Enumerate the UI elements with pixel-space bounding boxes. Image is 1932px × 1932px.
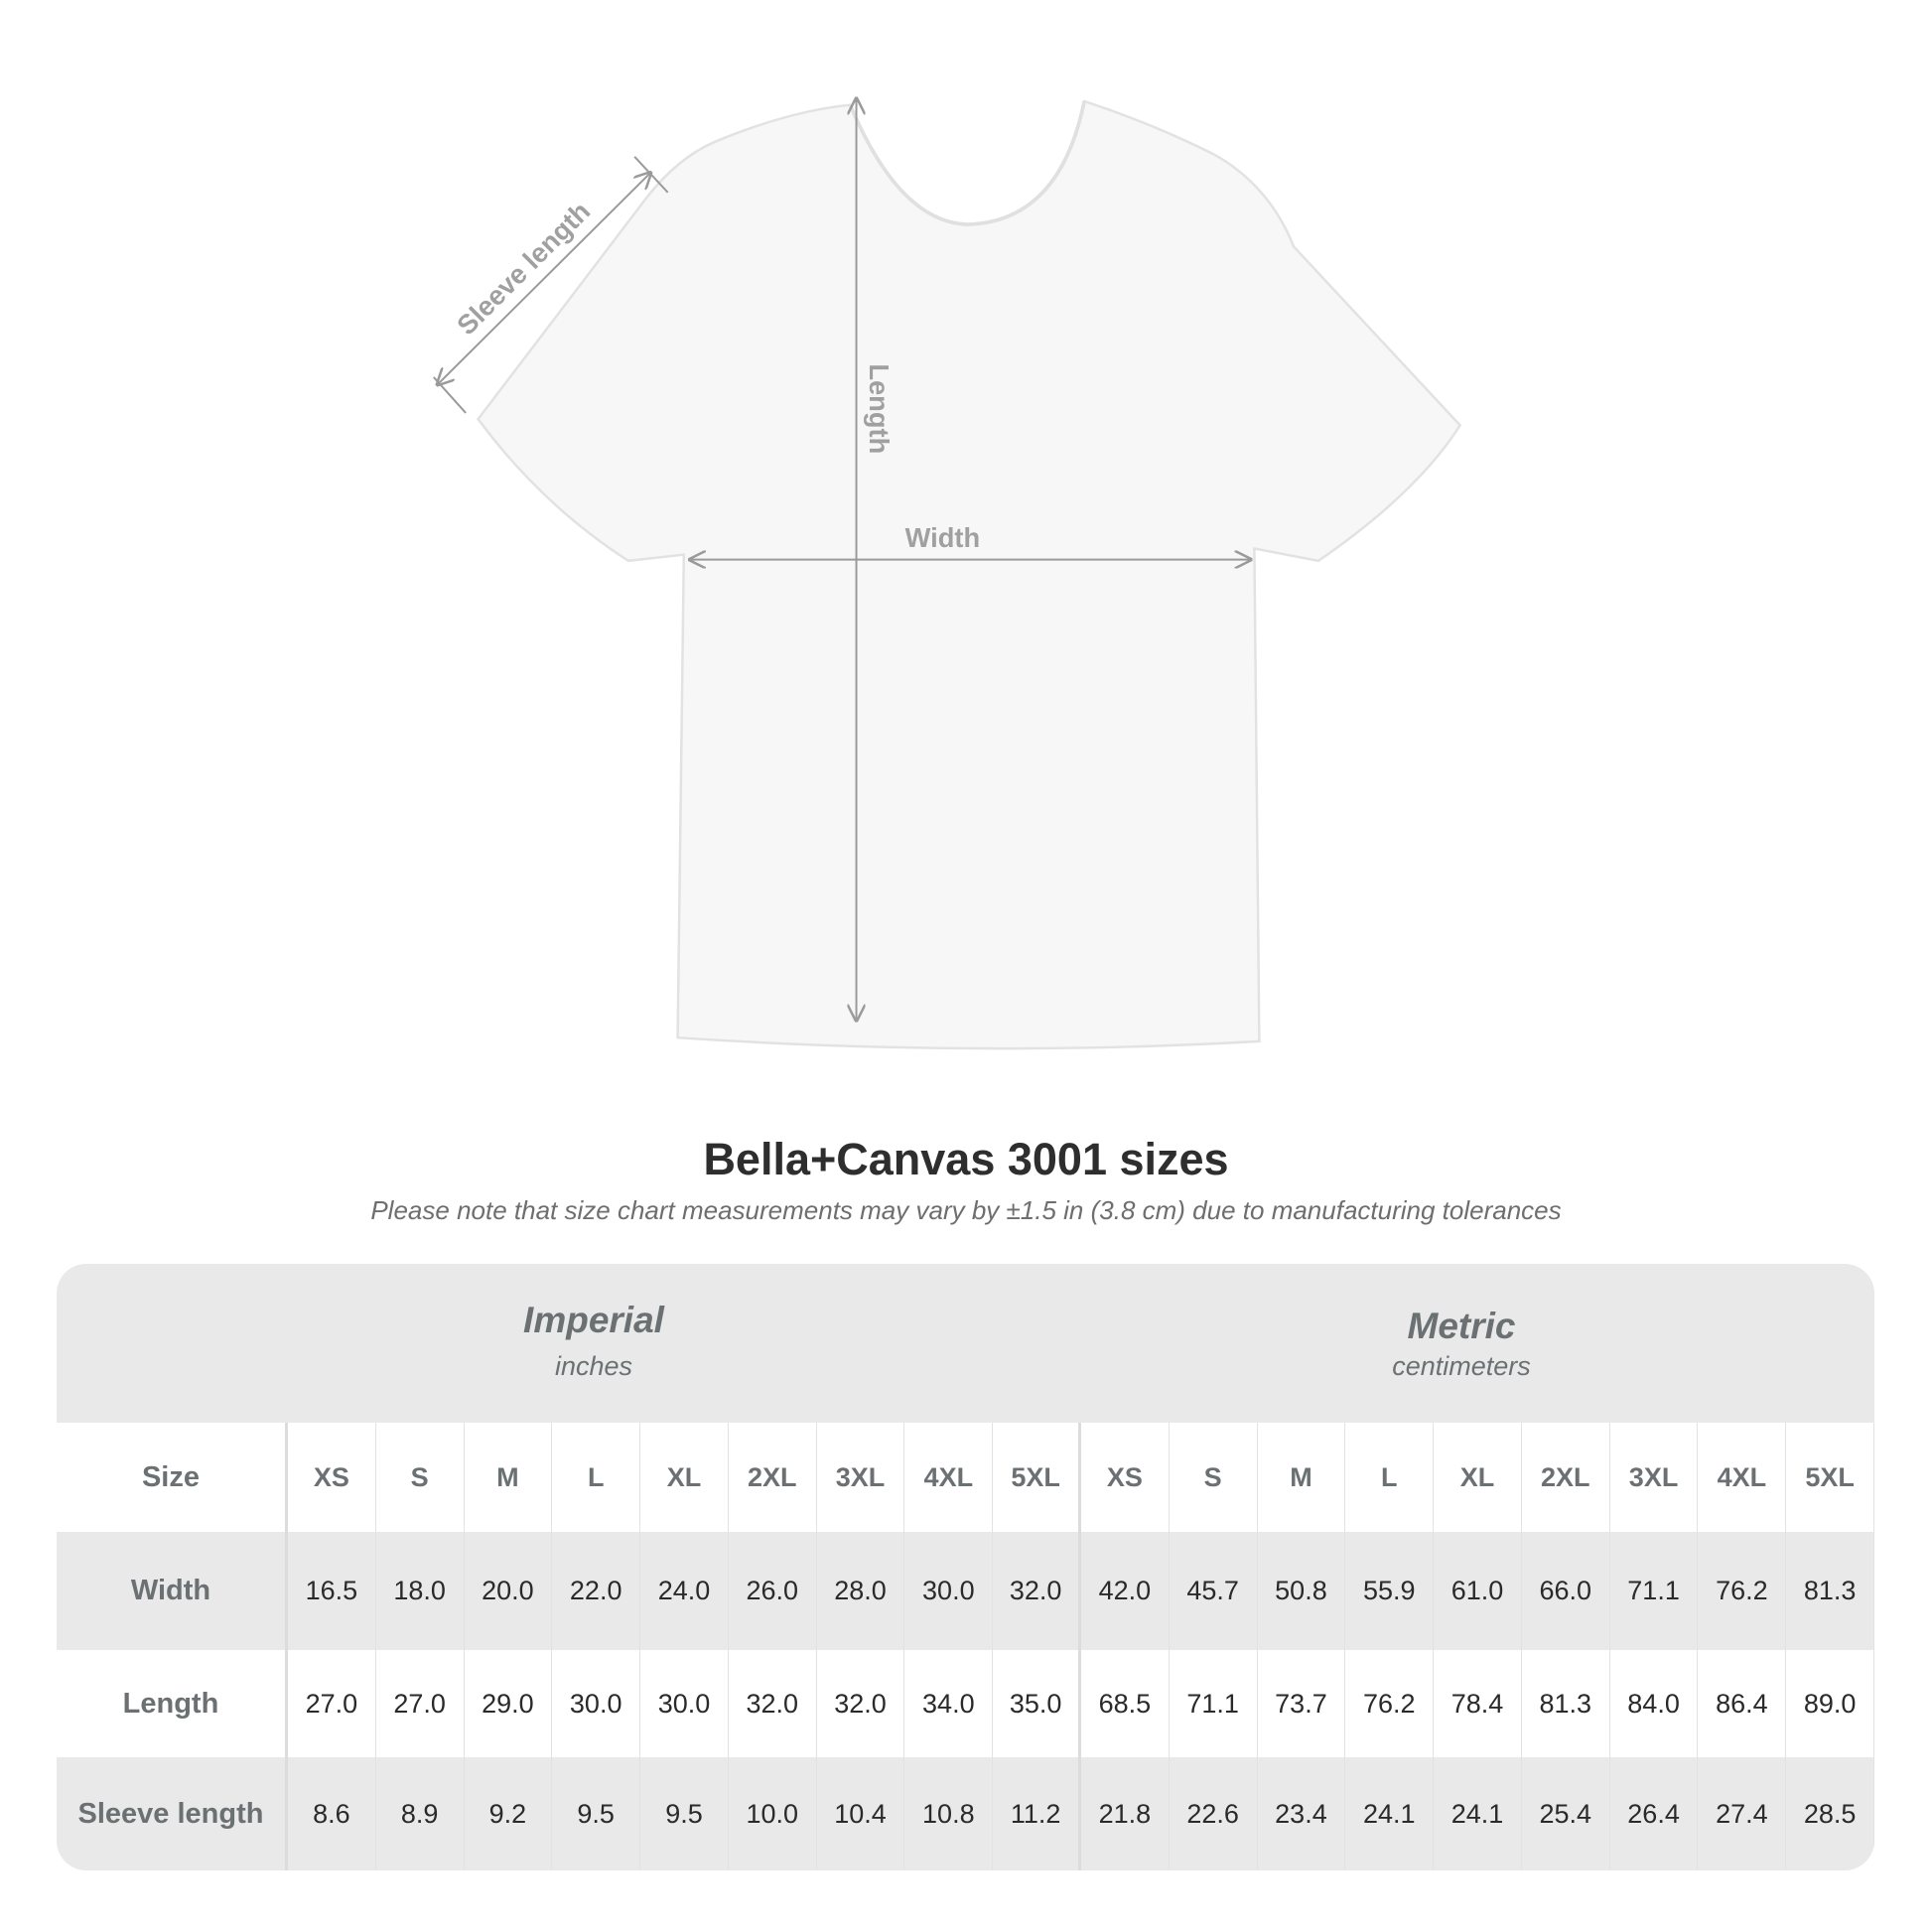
size-header-cell: L [552, 1423, 641, 1532]
table-cell: 35.0 [993, 1650, 1081, 1757]
size-header-cell: 5XL [993, 1423, 1081, 1532]
table-cell: 27.0 [376, 1650, 465, 1757]
size-header-cell: 4XL [904, 1423, 994, 1532]
table-cell: 22.0 [552, 1532, 641, 1650]
table-cell: 24.1 [1434, 1757, 1522, 1870]
sleeve-arrow [438, 173, 651, 384]
table-cell: 30.0 [904, 1532, 994, 1650]
table-cell: 76.2 [1698, 1532, 1787, 1650]
table-cell: 29.0 [465, 1650, 553, 1757]
size-row: Size XS S M L XL 2XL 3XL 4XL 5XL XS S M L XL 2XL 3XL 4XL… [57, 1423, 1874, 1532]
table-cell: 11.2 [993, 1757, 1081, 1870]
sleeve-length-row: Sleeve length 8.6 8.9 9.2 9.5 9.5 10.0 10.4 10.8… [57, 1757, 1874, 1870]
table-cell: 20.0 [465, 1532, 553, 1650]
table-cell: 55.9 [1345, 1532, 1435, 1650]
length-label: Length [864, 363, 895, 454]
table-cell: 73.7 [1258, 1650, 1346, 1757]
table-cell: 81.3 [1786, 1532, 1874, 1650]
table-cell: 30.0 [640, 1650, 729, 1757]
table-cell: 32.0 [817, 1650, 905, 1757]
table-cell: 86.4 [1698, 1650, 1787, 1757]
size-header-cell: 3XL [1610, 1423, 1699, 1532]
size-header-cell: S [376, 1423, 465, 1532]
size-table: Imperial inches Metric centimeters Size … [57, 1264, 1874, 1870]
width-label: Width [905, 522, 981, 553]
table-cell: 10.8 [904, 1757, 994, 1870]
size-label: Size [57, 1423, 288, 1532]
size-header-cell: XL [1434, 1423, 1522, 1532]
table-cell: 30.0 [552, 1650, 641, 1757]
table-cell: 71.1 [1610, 1532, 1699, 1650]
size-header-cell: 4XL [1698, 1423, 1787, 1532]
size-header-cell: XL [640, 1423, 729, 1532]
table-cell: 8.6 [288, 1757, 376, 1870]
table-cell: 23.4 [1258, 1757, 1346, 1870]
row-label: Length [57, 1650, 288, 1757]
table-cell: 10.4 [817, 1757, 905, 1870]
size-header-cell: M [1258, 1423, 1346, 1532]
size-header-cell: 2XL [729, 1423, 817, 1532]
table-cell: 9.2 [465, 1757, 553, 1870]
table-cell: 27.4 [1698, 1757, 1787, 1870]
size-header-cell: XS [288, 1423, 376, 1532]
table-cell: 81.3 [1522, 1650, 1610, 1757]
table-cell: 76.2 [1345, 1650, 1435, 1757]
table-cell: 71.1 [1170, 1650, 1258, 1757]
table-cell: 84.0 [1610, 1650, 1699, 1757]
table-cell: 9.5 [640, 1757, 729, 1870]
table-cell: 9.5 [552, 1757, 641, 1870]
size-header-cell: L [1345, 1423, 1435, 1532]
table-cell: 32.0 [729, 1650, 817, 1757]
table-cell: 68.5 [1081, 1650, 1170, 1757]
table-cell: 26.4 [1610, 1757, 1699, 1870]
imperial-unit: inches [554, 1351, 633, 1381]
table-cell: 89.0 [1786, 1650, 1874, 1757]
table-cell: 22.6 [1170, 1757, 1258, 1870]
tshirt-diagram: Sleeve length Length Width [433, 0, 1462, 1050]
tolerance-note: Please note that size chart measurements… [370, 1195, 1562, 1225]
table-cell: 24.0 [640, 1532, 729, 1650]
table-cell: 26.0 [729, 1532, 817, 1650]
table-cell: 28.5 [1786, 1757, 1874, 1870]
table-cell: 24.1 [1345, 1757, 1435, 1870]
table-cell: 10.0 [729, 1757, 817, 1870]
size-header-cell: 3XL [817, 1423, 905, 1532]
metric-title: Metric [1407, 1306, 1516, 1346]
table-cell: 8.9 [376, 1757, 465, 1870]
table-cell: 32.0 [993, 1532, 1081, 1650]
metric-header: Metric centimeters [1213, 1306, 1710, 1382]
size-header-cell: M [465, 1423, 553, 1532]
table-cell: 16.5 [288, 1532, 376, 1650]
length-row: Length 27.0 27.0 29.0 30.0 30.0 32.0 32.0 34.0 35… [57, 1650, 1874, 1757]
table-cell: 28.0 [817, 1532, 905, 1650]
table-cell: 21.8 [1081, 1757, 1170, 1870]
table-cell: 45.7 [1170, 1532, 1258, 1650]
table-cell: 27.0 [288, 1650, 376, 1757]
imperial-header: Imperial inches [345, 1300, 842, 1382]
table-cell: 25.4 [1522, 1757, 1610, 1870]
size-header-cell: S [1170, 1423, 1258, 1532]
size-header-cell: 2XL [1522, 1423, 1610, 1532]
imperial-title: Imperial [523, 1300, 664, 1340]
size-header-cell: 5XL [1786, 1423, 1874, 1532]
width-row: Width 16.5 18.0 20.0 22.0 24.0 26.0 28.0 30.0 32.… [57, 1532, 1874, 1650]
metric-unit: centimeters [1392, 1351, 1531, 1381]
table-cell: 34.0 [904, 1650, 994, 1757]
tshirt-image [476, 99, 1462, 1050]
table-cell: 42.0 [1081, 1532, 1170, 1650]
table-cell: 78.4 [1434, 1650, 1522, 1757]
row-label: Width [57, 1532, 288, 1650]
table-cell: 18.0 [376, 1532, 465, 1650]
table-cell: 66.0 [1522, 1532, 1610, 1650]
row-label: Sleeve length [57, 1757, 288, 1870]
table-cell: 61.0 [1434, 1532, 1522, 1650]
size-header-cell: XS [1081, 1423, 1170, 1532]
table-cell: 50.8 [1258, 1532, 1346, 1650]
page-title: Bella+Canvas 3001 sizes [703, 1134, 1229, 1184]
unit-header-band [57, 1264, 1874, 1423]
